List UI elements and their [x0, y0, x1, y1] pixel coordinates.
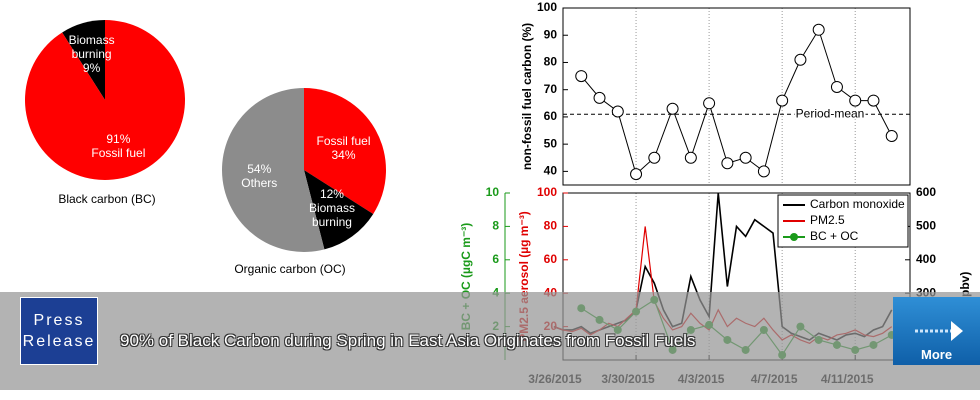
y-tick-label: 60: [544, 252, 558, 266]
data-point: [739, 151, 752, 164]
plot-frame: [562, 7, 911, 186]
mean-annotation: Period-mean: [796, 106, 865, 120]
data-point: [611, 105, 624, 118]
pie-slice: [304, 170, 374, 250]
slice-name: Biomass burning: [68, 32, 115, 61]
data-line: [580, 28, 893, 176]
slice-name: Fossil fuel: [316, 134, 371, 149]
data-point: [684, 151, 697, 164]
more-label[interactable]: More: [921, 347, 953, 362]
slice-percent: 34%: [331, 148, 356, 163]
slice-name: Fossil fuel: [91, 146, 146, 161]
slice-label: 12% Biomass burning: [302, 187, 362, 229]
slice-name: Biomass burning: [308, 201, 355, 230]
data-point: [593, 91, 606, 104]
y-tick-label: 600: [916, 185, 936, 199]
y-tick-label: 70: [544, 82, 558, 96]
y-tick-label: 8: [492, 219, 499, 233]
data-point: [812, 23, 825, 36]
data-point: [648, 151, 661, 164]
more-button[interactable]: More: [893, 297, 980, 365]
slice-percent: 12%: [319, 187, 344, 202]
data-point: [721, 157, 734, 170]
legend-label: Carbon monoxide: [810, 197, 905, 211]
legend-label: BC + OC: [810, 229, 859, 243]
y-axis-label: non-fossil fuel carbon (%): [520, 23, 534, 170]
data-point: [757, 165, 770, 178]
legend-marker: [790, 233, 798, 241]
pie-slice: [221, 88, 325, 252]
y-tick-label: 10: [486, 185, 500, 199]
data-point: [885, 129, 898, 142]
banner-title: 90% of Black Carbon during Spring in Eas…: [120, 331, 696, 350]
y-tick-label: 80: [544, 55, 558, 69]
pie-caption: Black carbon (BC): [58, 192, 155, 206]
slice-label: Fossil fuel 34%: [314, 134, 374, 162]
slice-percent: 9%: [82, 60, 101, 75]
y-tick-label: 90: [544, 27, 558, 41]
y-tick-label: 6: [492, 252, 499, 266]
pie-slice: [62, 20, 105, 100]
y-tick-label: 400: [916, 252, 936, 266]
slice-label: 91% Fossil fuel: [88, 132, 148, 160]
y-tick-label: 100: [537, 185, 557, 199]
y-tick-label: 40: [544, 164, 558, 178]
slice-name: Others: [241, 175, 278, 190]
data-point: [776, 94, 789, 107]
data-point: [666, 102, 679, 115]
data-point: [703, 97, 716, 110]
pie-slice: [24, 20, 185, 180]
data-point: [830, 80, 843, 93]
data-point: [630, 168, 643, 181]
y-tick-label: 80: [544, 219, 558, 233]
pie-caption: Organic carbon (OC): [234, 262, 345, 276]
data-point: [867, 94, 880, 107]
legend-label: PM2.5: [810, 213, 845, 227]
press-release-badge: Press Release: [20, 297, 98, 365]
y-tick-label: 60: [544, 109, 558, 123]
data-point: [794, 53, 807, 66]
data-point: [849, 94, 862, 107]
y-tick-label: 100: [537, 0, 557, 14]
y-tick-label: 500: [916, 219, 936, 233]
y-tick-label: 50: [544, 136, 558, 150]
banner-band: [0, 292, 980, 390]
slice-label: Biomass burning 9%: [62, 33, 122, 75]
slice-percent: 91%: [106, 132, 131, 147]
slice-label: 54% Others: [229, 162, 289, 190]
arrow-icon: [915, 321, 963, 341]
data-point: [575, 70, 588, 83]
pie-slice: [304, 88, 386, 214]
slice-percent: 54%: [247, 161, 272, 176]
